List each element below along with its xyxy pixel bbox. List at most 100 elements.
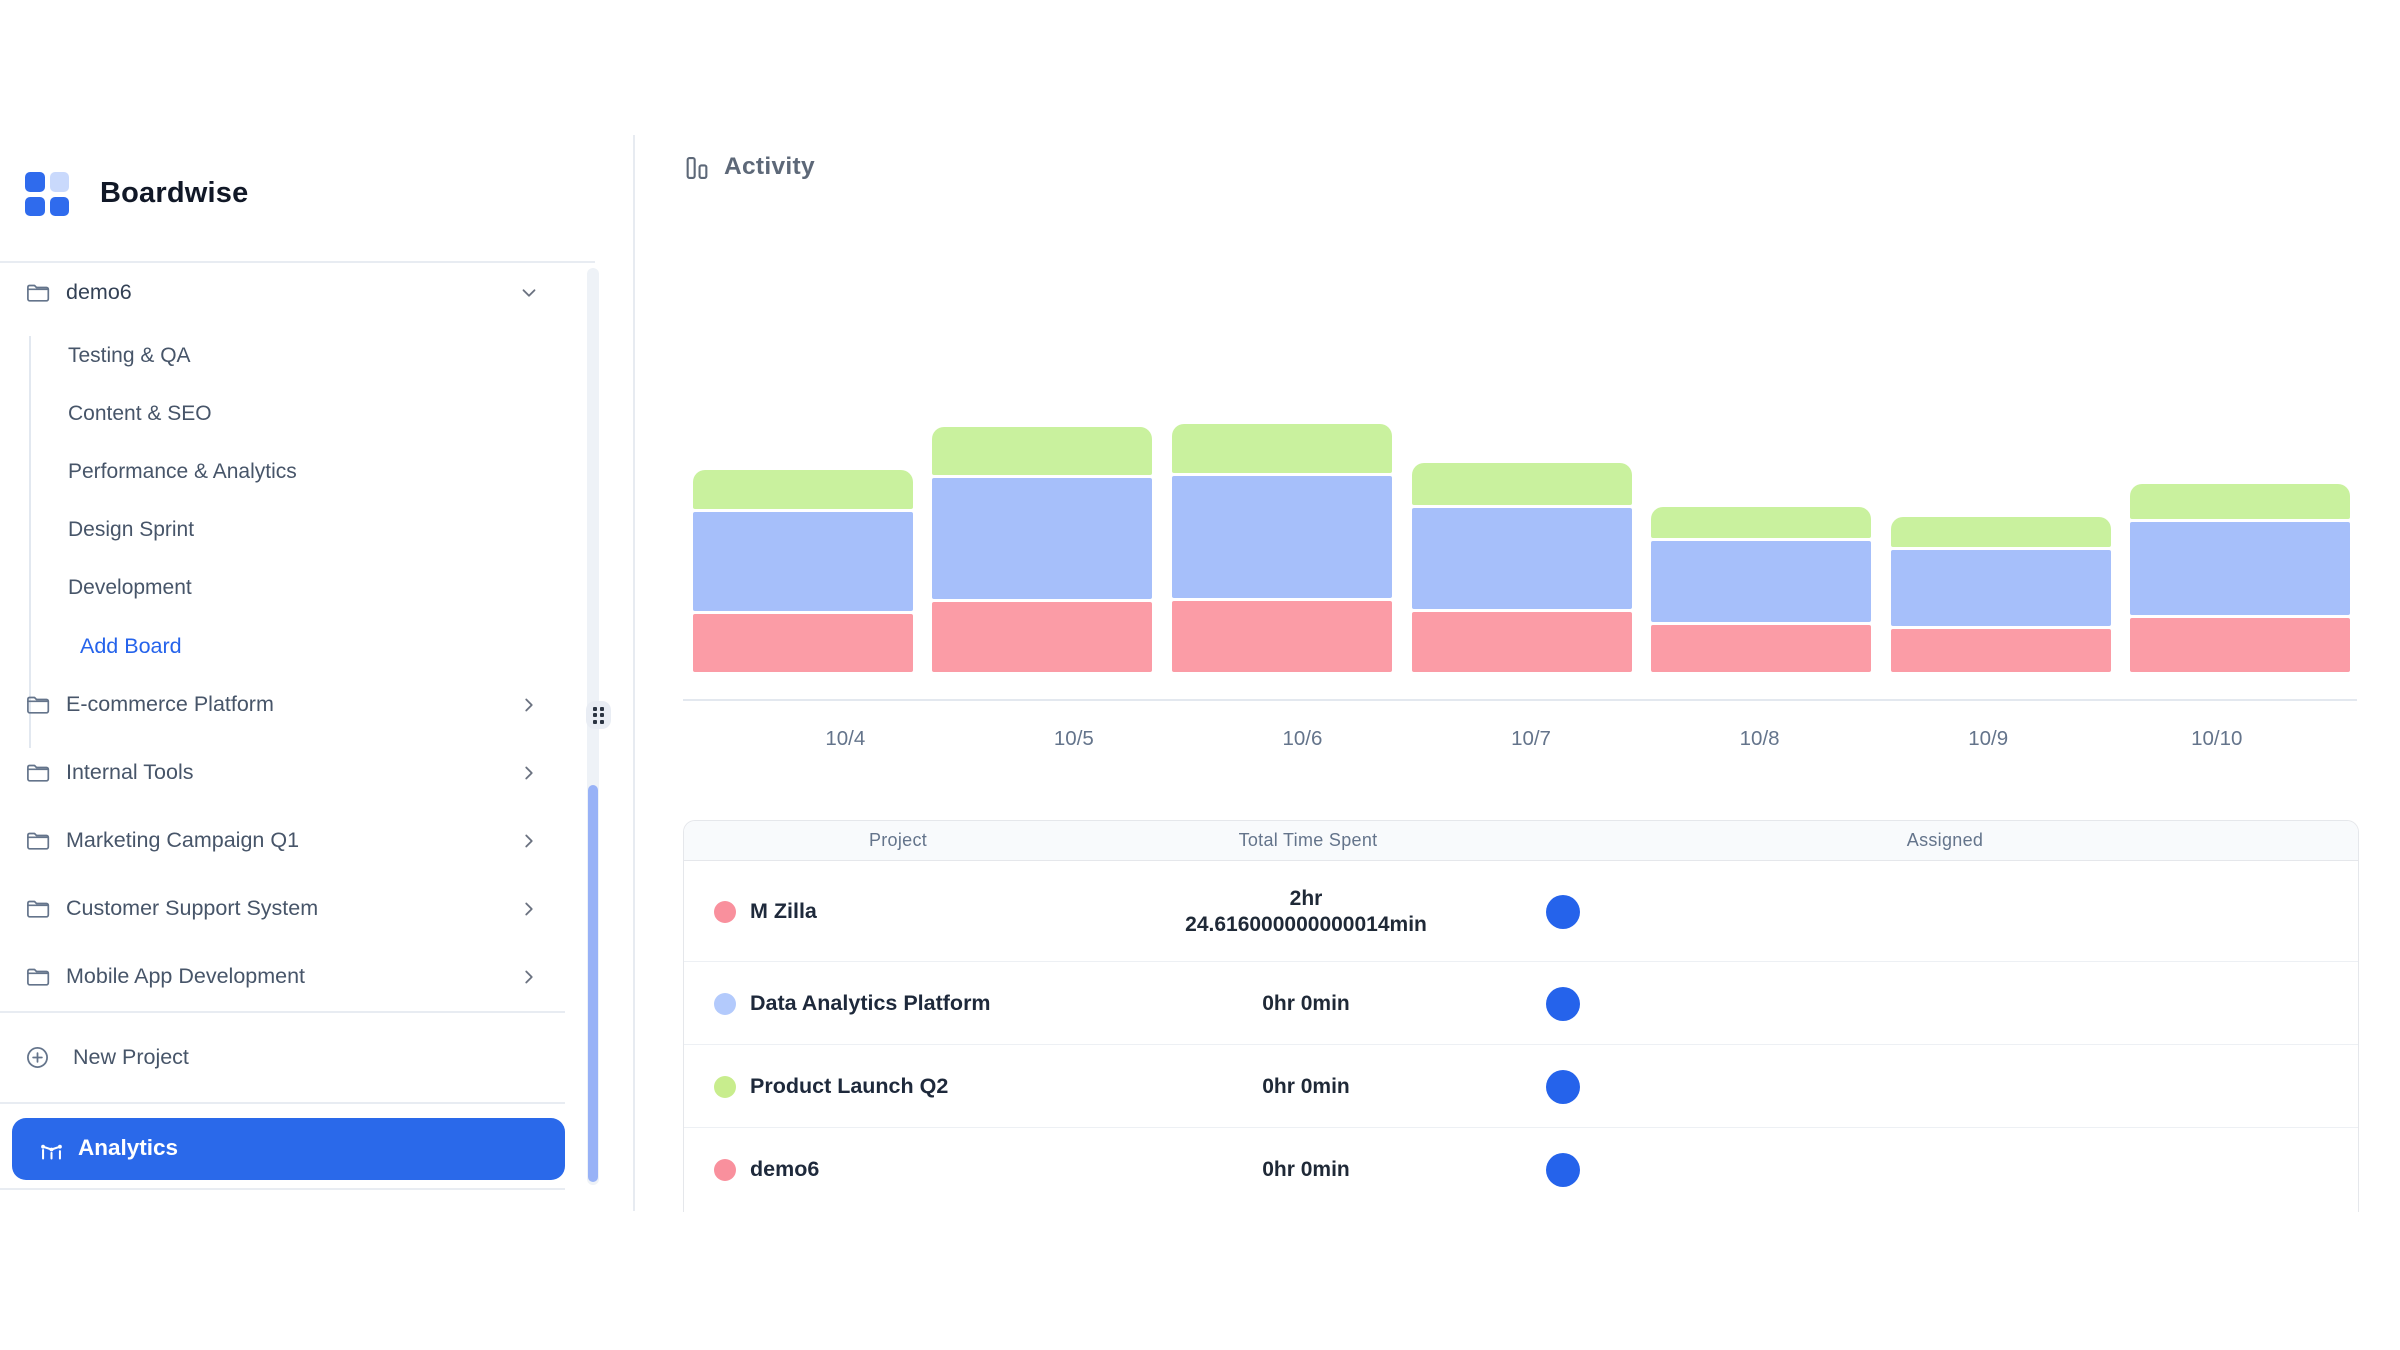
folder-icon (26, 281, 50, 310)
stacked-bar-10/4[interactable] (692, 470, 913, 672)
stacked-bar-10/7[interactable] (1411, 463, 1632, 672)
total-time-value: 0hr 0min (1262, 991, 1350, 1015)
sidebar-board-item[interactable]: Development (0, 560, 540, 618)
sidebar-border (633, 135, 635, 1211)
stacked-bar-10/5[interactable] (932, 427, 1153, 672)
bar-segment-red[interactable] (1411, 612, 1632, 672)
dot-line-chart-icon (38, 1136, 65, 1168)
project-name: M Zilla (750, 898, 817, 923)
sidebar-board-item[interactable]: Testing & QA (0, 328, 540, 386)
total-time-value: 0hr 0min (1262, 1074, 1350, 1098)
bar-slot-10/10 (2120, 410, 2360, 672)
bar-segment-blue[interactable] (932, 478, 1153, 599)
sidebar-scrollbar-thumb[interactable] (588, 785, 598, 1182)
bar-segment-green[interactable] (1651, 507, 1872, 538)
sidebar-board-item[interactable]: Performance & Analytics (0, 444, 540, 502)
assignee-avatar[interactable] (1546, 1152, 1580, 1187)
project-color-dot (714, 900, 736, 923)
x-axis-label: 10/7 (1511, 727, 1551, 750)
chart-x-axis (683, 699, 2357, 701)
bar-segment-green[interactable] (692, 470, 913, 509)
x-axis-label: 10/8 (1739, 727, 1780, 750)
sidebar-divider (0, 1102, 565, 1104)
bar-segment-blue[interactable] (1411, 508, 1632, 609)
stacked-bar-10/8[interactable] (1651, 507, 1872, 672)
chevron-right-icon (518, 966, 540, 993)
table-row[interactable]: Product Launch Q2 0hr 0min (684, 1045, 2358, 1128)
board-indent-guide (29, 336, 31, 748)
assignee-avatar[interactable] (1546, 1069, 1580, 1104)
new-project-button[interactable]: New Project (0, 1035, 560, 1081)
bar-segment-red[interactable] (2130, 618, 2351, 672)
bar-segment-red[interactable] (932, 602, 1153, 672)
bar-segment-red[interactable] (692, 614, 913, 672)
folder-icon (26, 965, 50, 994)
table-row[interactable]: demo6 0hr 0min (684, 1128, 2358, 1211)
folder-icon (26, 761, 50, 790)
board-item-label: Content & SEO (68, 402, 212, 425)
bar-segment-green[interactable] (2130, 484, 2351, 519)
sidebar-project-label: demo6 (66, 280, 132, 304)
sidebar-project-mobile-app-development[interactable]: Mobile App Development (0, 954, 560, 1000)
column-header-total-time: Total Time Spent (1238, 830, 1378, 850)
assignee-avatar[interactable] (1546, 986, 1580, 1021)
sidebar-project-internal-tools[interactable]: Internal Tools (0, 750, 560, 796)
bar-segment-blue[interactable] (2130, 522, 2351, 615)
sidebar-project-label: E-commerce Platform (66, 692, 274, 716)
assignee-avatar[interactable] (1546, 894, 1580, 929)
bar-segment-green[interactable] (1890, 517, 2111, 547)
bar-segment-blue[interactable] (692, 512, 913, 611)
bar-segment-red[interactable] (1171, 601, 1392, 672)
add-board-button[interactable]: Add Board (0, 618, 540, 676)
sidebar-board-item[interactable]: Design Sprint (0, 502, 540, 560)
sidebar-project-label: Customer Support System (66, 896, 319, 920)
folder-icon (26, 829, 50, 858)
project-name: Product Launch Q2 (750, 1073, 949, 1098)
board-item-label: Testing & QA (68, 344, 191, 367)
x-axis-label: 10/5 (1053, 727, 1094, 750)
chevron-down-icon (518, 282, 540, 309)
page-title: Activity (724, 153, 815, 180)
sidebar-resize-grip[interactable] (586, 701, 611, 729)
folder-icon (26, 693, 50, 722)
time-spent-table: Project Total Time Spent Assigned M Zill… (683, 820, 2359, 1212)
sidebar-project-customer-support-system[interactable]: Customer Support System (0, 886, 560, 932)
bar-segment-green[interactable] (932, 427, 1153, 475)
table-row[interactable]: M Zilla 2hr 24.616000000000014min (684, 861, 2358, 962)
sidebar-project-demo6[interactable]: demo6 (0, 270, 560, 316)
stacked-bar-10/6[interactable] (1171, 424, 1392, 672)
app-logo-icon (25, 172, 69, 216)
stacked-bar-10/9[interactable] (1890, 517, 2111, 672)
table-body: M Zilla 2hr 24.616000000000014min Data Anal… (684, 861, 2358, 1211)
x-axis-label: 10/6 (1282, 727, 1323, 750)
column-header-assigned: Assigned (1906, 830, 1984, 850)
analytics-label: Analytics (78, 1135, 179, 1160)
sidebar-board-item[interactable]: Content & SEO (0, 386, 540, 444)
table-header: Project Total Time Spent Assigned (684, 821, 2358, 861)
sidebar-divider (0, 1188, 565, 1190)
column-header-project: Project (868, 830, 928, 850)
x-axis-label: 10/10 (2191, 727, 2243, 750)
sidebar-project-marketing-campaign-q1[interactable]: Marketing Campaign Q1 (0, 818, 560, 864)
stacked-bar-10/10[interactable] (2130, 484, 2351, 672)
board-item-label: Performance & Analytics (68, 460, 297, 483)
plus-circle-icon (25, 1045, 50, 1075)
board-item-label: Design Sprint (68, 518, 195, 541)
sidebar-project-e-commerce-platform[interactable]: E-commerce Platform (0, 682, 560, 728)
bar-segment-green[interactable] (1411, 463, 1632, 505)
bar-segment-red[interactable] (1890, 629, 2111, 672)
bar-segment-blue[interactable] (1171, 476, 1392, 598)
sidebar-project-label: Marketing Campaign Q1 (66, 828, 300, 852)
sidebar-project-label: Mobile App Development (66, 964, 306, 988)
sidebar: Boardwise demo6 Testing & QA Content & SE… (0, 0, 635, 1350)
activity-stacked-bar-chart (683, 410, 2360, 672)
bar-segment-blue[interactable] (1651, 541, 1872, 622)
bar-slot-10/5 (923, 410, 1163, 672)
bar-slot-10/7 (1402, 410, 1642, 672)
bar-segment-red[interactable] (1651, 625, 1872, 672)
analytics-button[interactable]: Analytics (12, 1118, 565, 1180)
grip-dots-icon (593, 706, 604, 724)
table-row[interactable]: Data Analytics Platform 0hr 0min (684, 962, 2358, 1045)
bar-segment-green[interactable] (1171, 424, 1392, 473)
bar-segment-blue[interactable] (1890, 550, 2111, 626)
